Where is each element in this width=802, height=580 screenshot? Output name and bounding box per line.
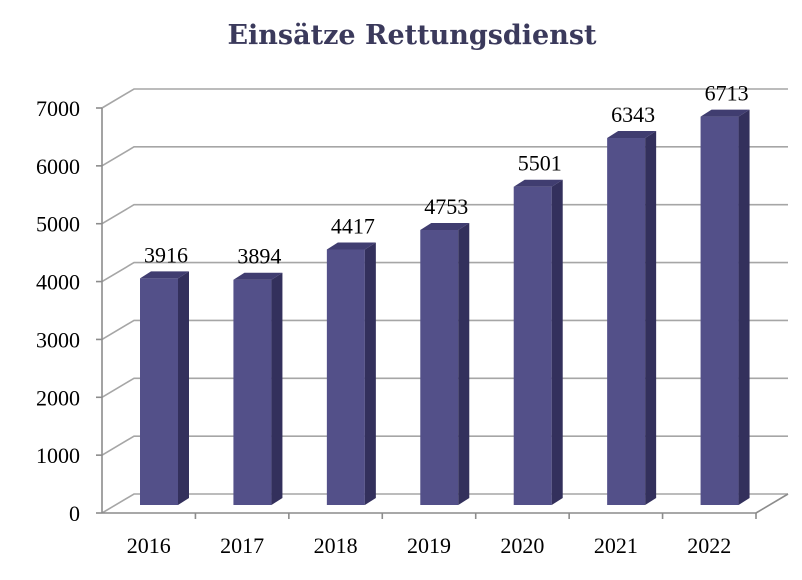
bar-side xyxy=(551,179,563,506)
x-tick-label: 2020 xyxy=(500,533,544,558)
data-label: 6713 xyxy=(705,81,749,106)
bar-front xyxy=(700,116,739,505)
data-label: 3894 xyxy=(237,244,281,269)
gridlines xyxy=(101,88,788,514)
y-tick-label: 7000 xyxy=(36,96,80,121)
gridline xyxy=(101,319,788,341)
y-tick-label: 3000 xyxy=(36,327,80,352)
bar xyxy=(607,131,657,505)
x-tick-label: 2018 xyxy=(314,533,358,558)
data-labels: 3916 3894 4417 4753 5501 6343 6713 xyxy=(144,81,749,269)
gridline xyxy=(101,377,788,398)
data-label: 4417 xyxy=(331,213,375,238)
y-tick-label: 5000 xyxy=(36,212,80,237)
bar-front xyxy=(326,249,365,505)
y-tick-label: 0 xyxy=(69,501,80,526)
bar-top xyxy=(700,109,750,117)
bar-top xyxy=(607,131,657,139)
bar-front xyxy=(140,278,178,505)
axes xyxy=(96,107,789,519)
bar-side xyxy=(738,109,750,505)
y-tick-label: 1000 xyxy=(36,443,80,468)
data-label: 3916 xyxy=(144,242,188,267)
bar-top xyxy=(233,272,283,280)
bar-side xyxy=(364,242,376,505)
bar-front xyxy=(513,186,552,506)
x-tick-label: 2016 xyxy=(127,533,171,558)
bar xyxy=(420,223,470,505)
y-tick-label: 2000 xyxy=(36,385,80,410)
bar xyxy=(326,242,376,505)
x-tick-label: 2022 xyxy=(687,533,731,558)
bar-top xyxy=(326,242,376,250)
y-tick-label: 4000 xyxy=(36,270,80,295)
bar-front xyxy=(420,230,459,505)
bar-front xyxy=(233,279,272,505)
x-tick-label: 2019 xyxy=(407,533,451,558)
bar-front xyxy=(607,138,646,505)
bar-top xyxy=(513,179,563,187)
floor-edge-line xyxy=(755,493,789,514)
bars xyxy=(140,109,750,506)
bar xyxy=(700,109,750,505)
bar xyxy=(513,179,563,506)
bar xyxy=(140,271,189,505)
y-axis-tick-labels: 0 1000 2000 3000 4000 5000 6000 7000 xyxy=(36,96,80,526)
gridline xyxy=(101,493,788,514)
x-tick-label: 2017 xyxy=(220,533,264,558)
bar-side xyxy=(271,272,283,505)
bar-side xyxy=(178,271,189,505)
bar-side xyxy=(645,131,657,505)
gridline xyxy=(101,203,788,225)
chart-title: Einsätze Rettungsdienst xyxy=(227,20,597,51)
data-label: 4753 xyxy=(424,194,468,219)
bar xyxy=(233,272,283,505)
x-tick-label: 2021 xyxy=(594,533,638,558)
data-label: 6343 xyxy=(611,102,655,127)
x-axis-tick-labels: 2016 2017 2018 2019 2020 2021 2022 xyxy=(127,533,732,558)
gridline xyxy=(101,435,788,456)
y-tick-label: 6000 xyxy=(36,154,80,179)
gridline xyxy=(101,261,788,283)
bar-top xyxy=(420,223,470,231)
data-label: 5501 xyxy=(518,151,562,176)
gridline xyxy=(101,146,788,167)
gridline xyxy=(101,88,788,109)
bar-side xyxy=(458,223,470,505)
bar-top xyxy=(140,271,189,279)
